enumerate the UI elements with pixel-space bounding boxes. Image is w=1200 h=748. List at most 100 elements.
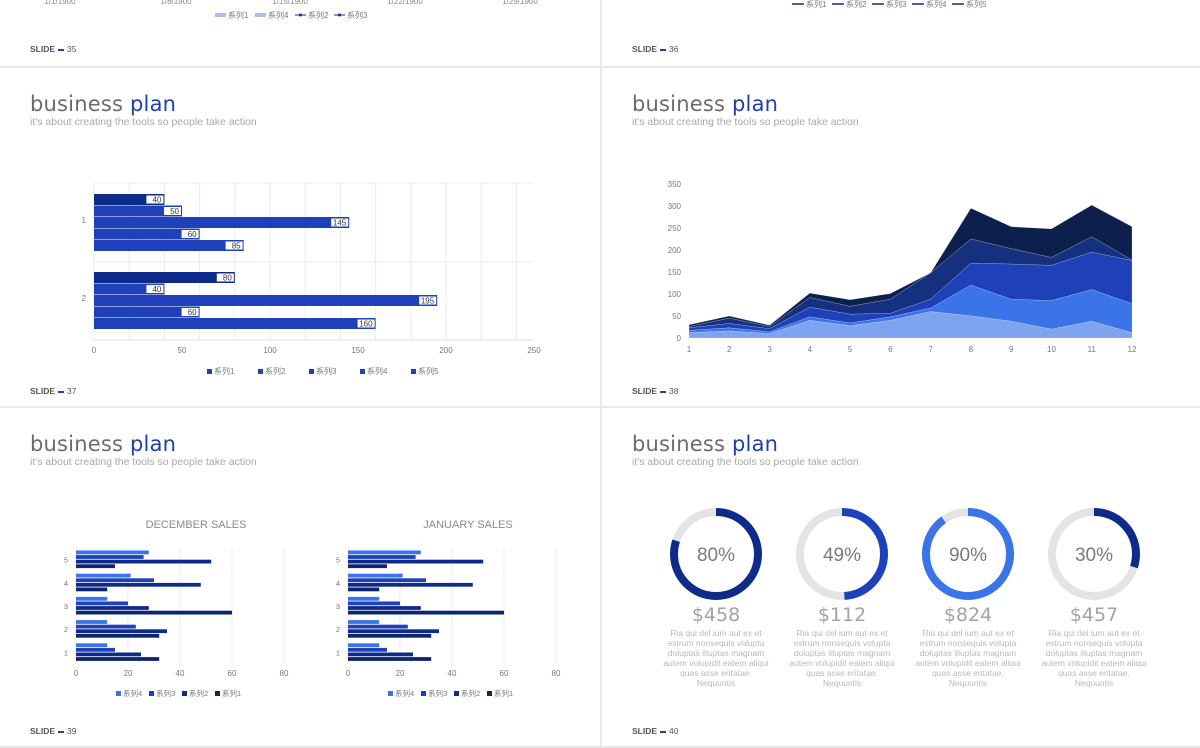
x-tick-label: 0 [92, 346, 97, 355]
page-title: business plan [632, 432, 779, 456]
slide-35: 1/1/1900 1/8/1900 1/15/1900 1/22/1900 1/29/1… [0, 0, 600, 66]
donut-value-arc [1048, 508, 1140, 600]
legend-label: 系列4 [926, 0, 947, 9]
x-tick-label: 10 [1047, 345, 1056, 354]
page-subtitle: it's about creating the tools so people … [30, 456, 257, 468]
slide-label: SLIDE 37 [30, 386, 77, 396]
category-label: 2 [336, 625, 340, 634]
slide-label: SLIDE 35 [30, 44, 77, 54]
y-tick-label: 250 [668, 224, 682, 233]
bar [348, 559, 484, 564]
donut-percent: 90% [949, 545, 987, 566]
bar [348, 601, 400, 606]
bar [76, 606, 149, 610]
bar [348, 647, 387, 652]
page-subtitle: it's about creating the tools so people … [632, 456, 859, 468]
bar [76, 657, 160, 661]
legend-swatch [487, 691, 492, 696]
x-tick-label: 80 [280, 669, 289, 678]
donut-percent: 80% [697, 545, 735, 566]
slide-dash [660, 48, 667, 51]
x-tick-label: 1/1/1900 [44, 0, 76, 6]
page-subtitle: it's about creating the tools so people … [30, 116, 257, 128]
slide-36-chart-tail: 系列1 系列2 系列3 系列4 系列5 [792, 0, 987, 9]
legend-label: 系列1 [214, 366, 235, 376]
legend-swatch [215, 13, 226, 17]
data-label: 195 [421, 297, 435, 306]
category-label: 1 [336, 648, 340, 657]
x-tick-label: 50 [178, 346, 187, 355]
bar [76, 587, 108, 592]
x-tick-label: 1/22/1900 [387, 0, 423, 6]
data-label: 160 [359, 320, 373, 329]
bar [348, 610, 504, 615]
data-label: 80 [223, 274, 232, 283]
legend-label: 系列1 [494, 688, 513, 698]
legend-label: 系列2 [308, 10, 329, 20]
x-tick-label: 6 [888, 345, 893, 354]
x-tick-label: 100 [263, 346, 277, 355]
kpi-amount: $824 [943, 604, 993, 626]
data-label: 60 [188, 230, 197, 239]
donut-percent: 30% [1075, 545, 1113, 566]
donut-percent: 49% [823, 545, 861, 566]
slide-label: SLIDE 39 [30, 726, 77, 736]
bar [348, 620, 380, 624]
data-label-bg [216, 273, 234, 282]
legend-swatch [411, 369, 416, 374]
x-tick-label: 60 [500, 669, 509, 678]
bar [94, 295, 438, 306]
legend-swatch [388, 691, 393, 696]
area-series [688, 311, 1133, 339]
legend-swatch [258, 369, 263, 374]
donut-value-arc [796, 508, 888, 600]
legend-label: 系列2 [846, 0, 867, 9]
legend-label: 系列2 [189, 688, 208, 698]
bar [94, 228, 200, 240]
donut-value-arc [670, 508, 762, 600]
y-tick-label: 300 [668, 202, 682, 211]
page-title: business plan [30, 92, 177, 116]
data-label: 145 [333, 219, 347, 228]
slide-number: 35 [67, 44, 77, 54]
legend-swatch [215, 691, 220, 696]
bar [94, 272, 235, 283]
bar [348, 564, 387, 569]
bar [76, 582, 201, 587]
x-tick-label: 4 [808, 345, 813, 354]
category-label: 1 [82, 216, 87, 225]
x-tick-label: 3 [767, 345, 772, 354]
slide-label-text: SLIDE [30, 44, 56, 54]
data-label: 50 [170, 207, 179, 216]
legend-label: 系列5 [966, 0, 987, 9]
kpi-description: Ria qui del ium aut ex et estrum nonsequ… [789, 628, 895, 688]
bar [348, 573, 403, 578]
legend-label: 系列5 [418, 366, 439, 376]
x-tick-label: 60 [228, 669, 237, 678]
x-tick-label: 40 [176, 669, 185, 678]
data-label-bg [357, 319, 375, 328]
data-label-bg [331, 218, 349, 227]
bar [76, 564, 115, 569]
kpi-card: 80% $458 Ria qui del ium aut ex et estrum … [661, 506, 771, 688]
data-label-bg [419, 296, 437, 305]
kpi-amount: $112 [817, 604, 867, 626]
x-tick-label: 1 [687, 345, 692, 354]
bar [348, 633, 432, 638]
legend-label: 系列3 [886, 0, 907, 9]
legend-label: 系列4 [123, 688, 142, 698]
bar [348, 596, 380, 601]
y-tick-label: 150 [668, 268, 682, 277]
bar [76, 559, 212, 564]
bar [76, 578, 154, 583]
x-tick-label: 2 [727, 345, 732, 354]
legend-label: 系列4 [367, 366, 388, 376]
kpi-description: Ria qui del ium aut ex et estrum nonsequ… [915, 628, 1021, 688]
category-label: 5 [64, 556, 68, 565]
bar [348, 587, 380, 592]
data-label-bg [146, 285, 164, 293]
bar [76, 643, 108, 648]
kpi-description: Ria qui del ium aut ex et estrum nonsequ… [1041, 628, 1147, 688]
page-subtitle: it's about creating the tools so people … [632, 116, 859, 128]
